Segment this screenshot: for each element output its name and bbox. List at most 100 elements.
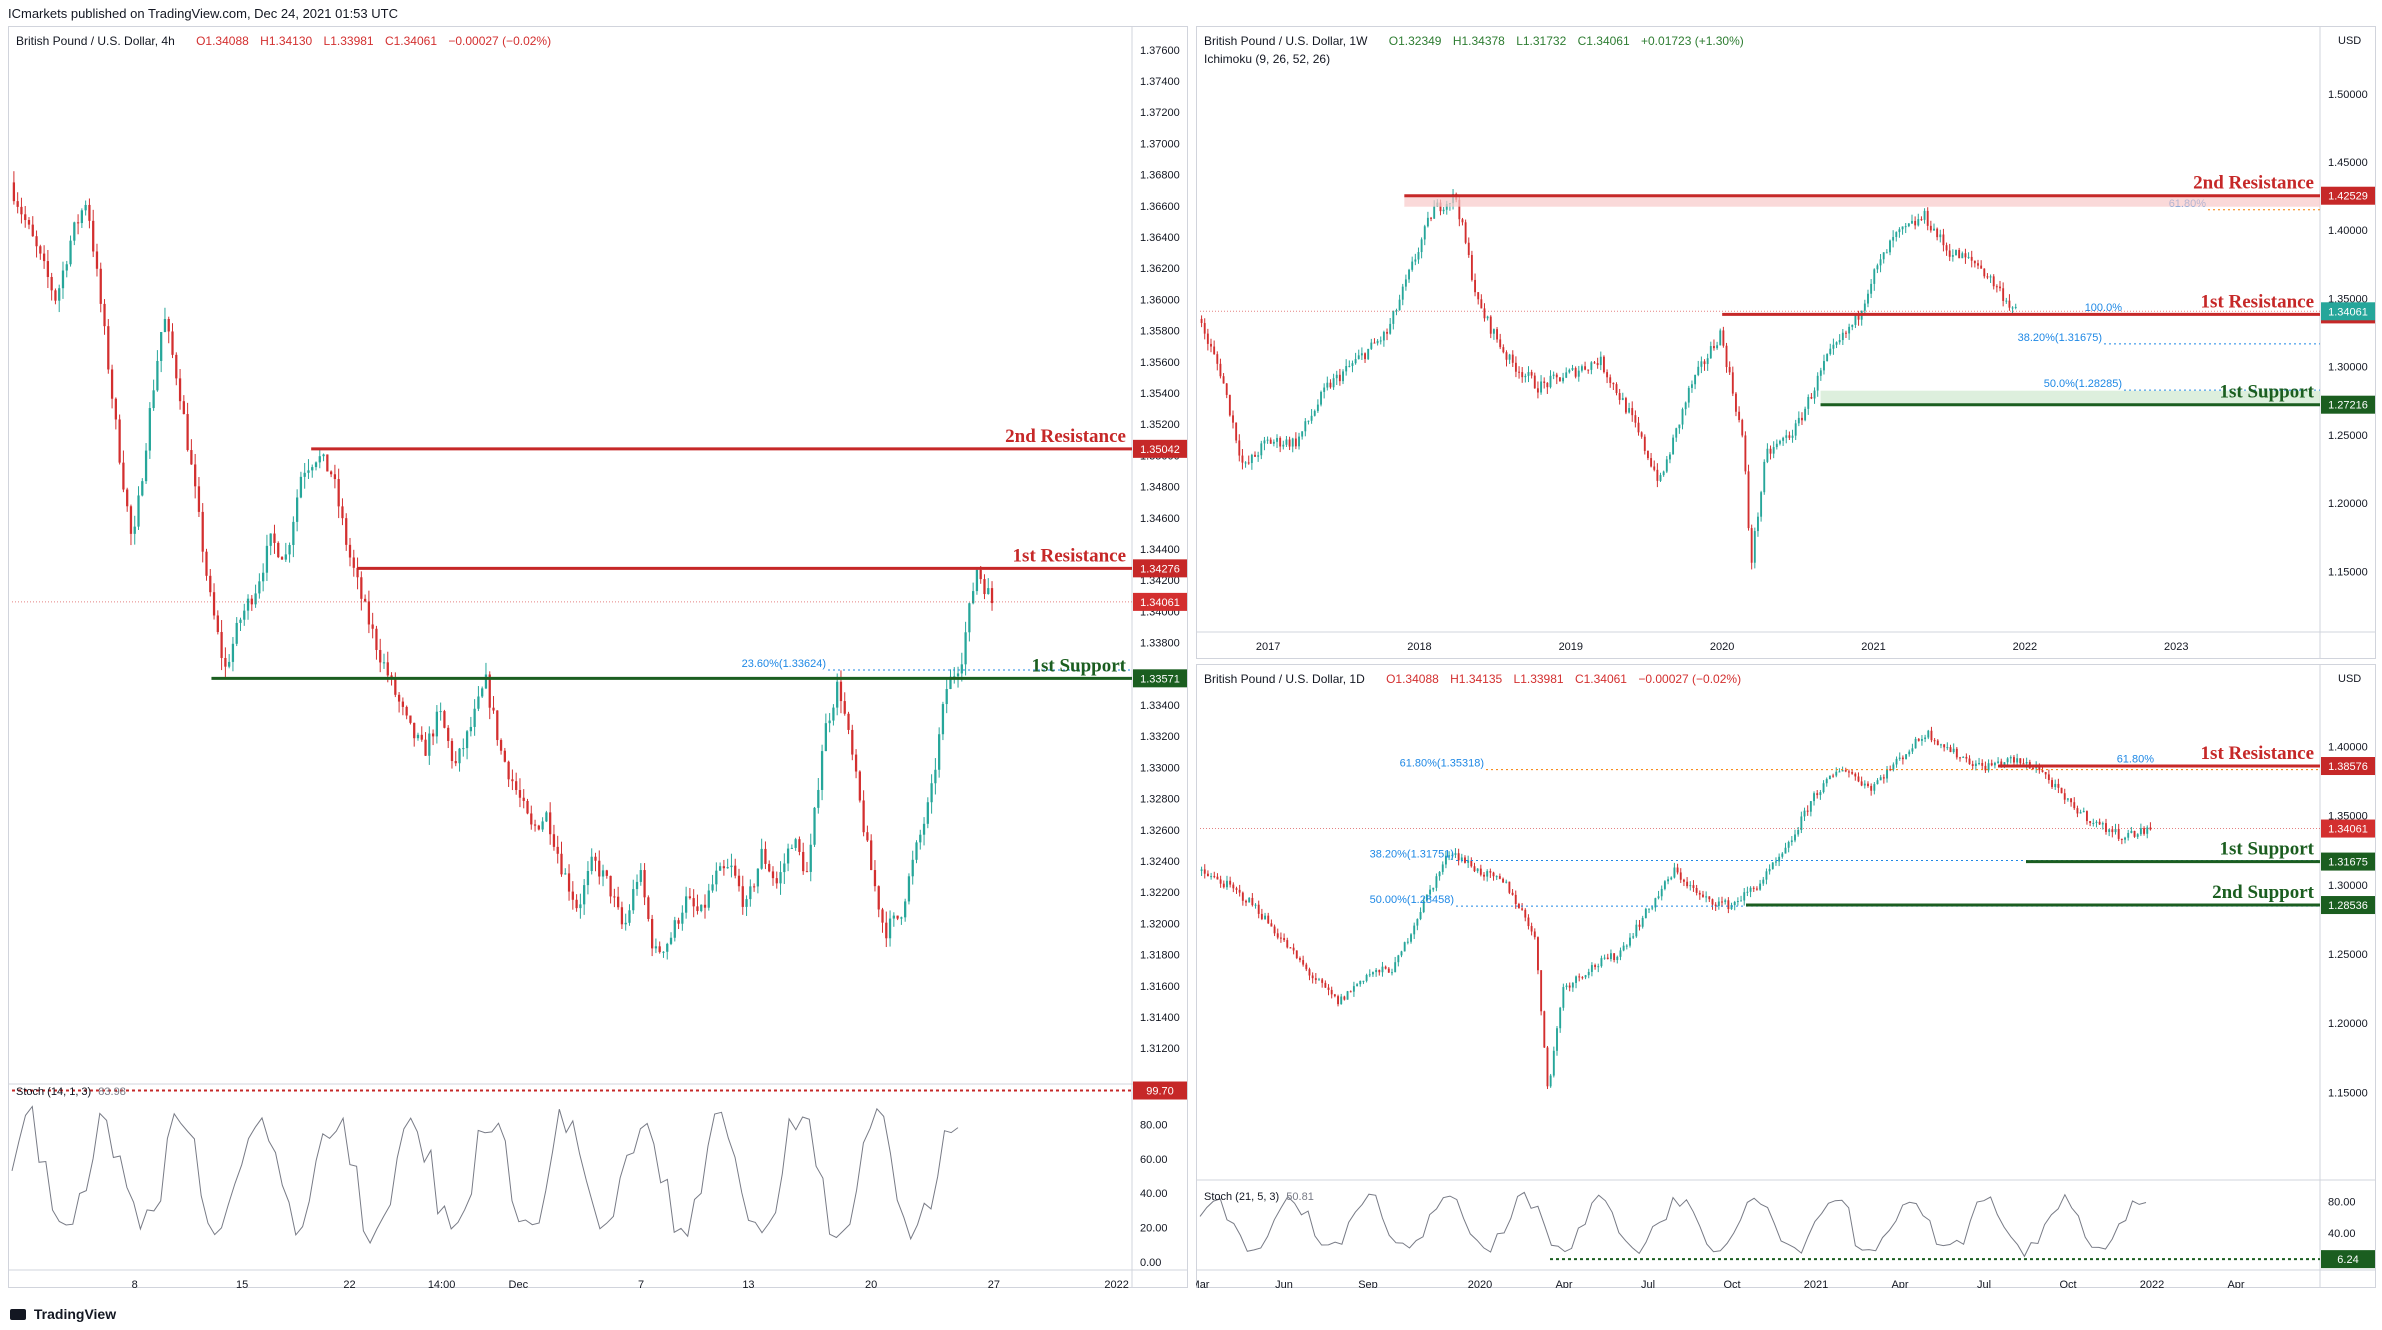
d1-candle: [2143, 828, 2146, 834]
h4-candle: [239, 619, 242, 623]
w1-candle: [1911, 220, 1913, 224]
chart-4h-stoch-title: Stoch (14, 1, 3) 83.98: [16, 1086, 126, 1098]
d1-candle: [1946, 747, 1949, 749]
d1-candle: [1968, 758, 1971, 765]
h4-candle: [541, 821, 544, 830]
h4-candle: [435, 711, 439, 737]
d1-candle: [1400, 951, 1403, 956]
h4-candle: [870, 840, 873, 871]
w1-candle: [1901, 226, 1904, 230]
d1-candle: [1559, 1007, 1562, 1029]
w1-candle: [1364, 353, 1366, 360]
w1-candle: [1945, 245, 1948, 251]
d1-candle: [1254, 904, 1257, 906]
h4-candle: [979, 569, 982, 580]
w1-candle: [1326, 382, 1329, 388]
h4-candle: [828, 720, 831, 724]
w1-candle: [1829, 348, 1832, 355]
chart-4h-change: −0.00027 (−0.02%): [448, 34, 552, 48]
d1-candle: [2016, 758, 2019, 763]
w1-candle: [1687, 387, 1690, 403]
w1-candle: [1565, 372, 1568, 378]
h4-y-tick: 1.34200: [1140, 575, 1180, 587]
d1-candle: [1454, 853, 1457, 855]
h4-candle: [564, 873, 567, 875]
w1-candle: [1238, 440, 1241, 456]
h4-candle: [658, 946, 661, 953]
d1-candle: [1882, 777, 1885, 779]
h4-candle: [956, 673, 960, 677]
d1-candle: [1619, 950, 1622, 957]
h4-candle: [424, 739, 427, 756]
w1-level-badge: [2321, 395, 2375, 414]
d1-fib-label: 50.00%(1.28458): [1370, 894, 1454, 906]
d1-candle: [1702, 894, 1704, 897]
h4-candle: [99, 268, 102, 304]
chart-1d-canvas[interactable]: 1.40000 1.35000 1.30000 1.25000 1.20000 1.150…: [1196, 664, 2376, 1288]
d1-candle: [1765, 871, 1768, 880]
w1-candle: [1838, 340, 1841, 343]
d1-candle: [1375, 969, 1378, 973]
h4-candle: [779, 872, 782, 884]
h4-candle: [960, 664, 963, 674]
h4-y-tick: 1.36800: [1140, 170, 1180, 182]
w1-candle: [1672, 437, 1675, 455]
d1-candle: [1514, 894, 1517, 904]
h4-candle: [854, 754, 858, 772]
w1-y-tick: 1.45000: [2328, 157, 2368, 169]
w1-candle: [1470, 254, 1473, 280]
chart-panel-1w[interactable]: 1.50000 1.45000 1.40000 1.35000 1.30000 1.250…: [1196, 26, 2376, 659]
chart-1d-low: L1.33981: [1513, 672, 1564, 686]
h4-candle: [707, 890, 710, 908]
w1-candle: [1398, 299, 1401, 311]
w1-level-badge: [2321, 186, 2375, 205]
h4-y-tick: 1.32600: [1140, 825, 1180, 837]
h4-candle: [851, 729, 854, 755]
d1-candle: [2127, 832, 2130, 838]
w1-candle: [1678, 424, 1681, 429]
d1-candle: [1257, 904, 1260, 914]
h4-candle: [930, 783, 933, 803]
h4-candle: [579, 904, 582, 909]
h4-candle: [250, 598, 253, 605]
w1-candle: [1477, 292, 1480, 300]
d1-level-badge: [2321, 757, 2375, 776]
d1-candle: [1238, 889, 1241, 893]
d1-candle: [1809, 801, 1812, 812]
h4-candle: [575, 899, 578, 909]
h4-candle: [356, 567, 359, 578]
d1-candle: [2120, 838, 2123, 840]
chart-panel-1d[interactable]: 1.40000 1.35000 1.30000 1.25000 1.20000 1.150…: [1196, 664, 2376, 1288]
w1-candle: [1646, 450, 1649, 459]
tradingview-logo[interactable]: TradingView: [10, 1306, 116, 1322]
w1-candle: [1461, 219, 1464, 223]
d1-candle: [1987, 763, 1990, 771]
d1-candle: [1362, 980, 1365, 982]
h4-candle: [790, 847, 794, 849]
d1-candle: [2038, 765, 2041, 771]
h4-candle: [715, 870, 718, 885]
chart-1w-canvas[interactable]: 1.500001.450001.400001.350001.300001.250…: [1196, 26, 2376, 659]
h4-candle: [50, 276, 53, 291]
d1-candle: [1689, 885, 1692, 887]
w1-candle: [1716, 345, 1719, 349]
w1-candle: [1832, 344, 1835, 349]
h4-candle: [511, 779, 514, 782]
h4-candle: [881, 909, 884, 923]
tradingview-icon: [10, 1309, 26, 1320]
d1-candle: [1213, 876, 1216, 878]
w1-candle: [1923, 210, 1926, 220]
h4-x-tick: 7: [638, 1279, 644, 1288]
d1-price-badge: [2321, 819, 2375, 838]
w1-candle: [1826, 354, 1829, 362]
chart-panel-4h[interactable]: 1.37600 1.37400 1.37200 1.37000 1.36800 1.366…: [8, 26, 1188, 1288]
w1-candle: [1496, 329, 1498, 340]
h4-candle: [394, 677, 397, 695]
w1-candle: [1920, 219, 1923, 221]
w1-candle: [1527, 372, 1530, 376]
w1-candle: [1914, 220, 1917, 226]
h4-candle: [507, 761, 510, 780]
chart-4h-canvas[interactable]: 1.37600 1.37400 1.37200 1.37000 1.36800 1.366…: [8, 26, 1188, 1288]
w1-candle: [1232, 415, 1234, 423]
d1-candle: [1952, 748, 1955, 753]
